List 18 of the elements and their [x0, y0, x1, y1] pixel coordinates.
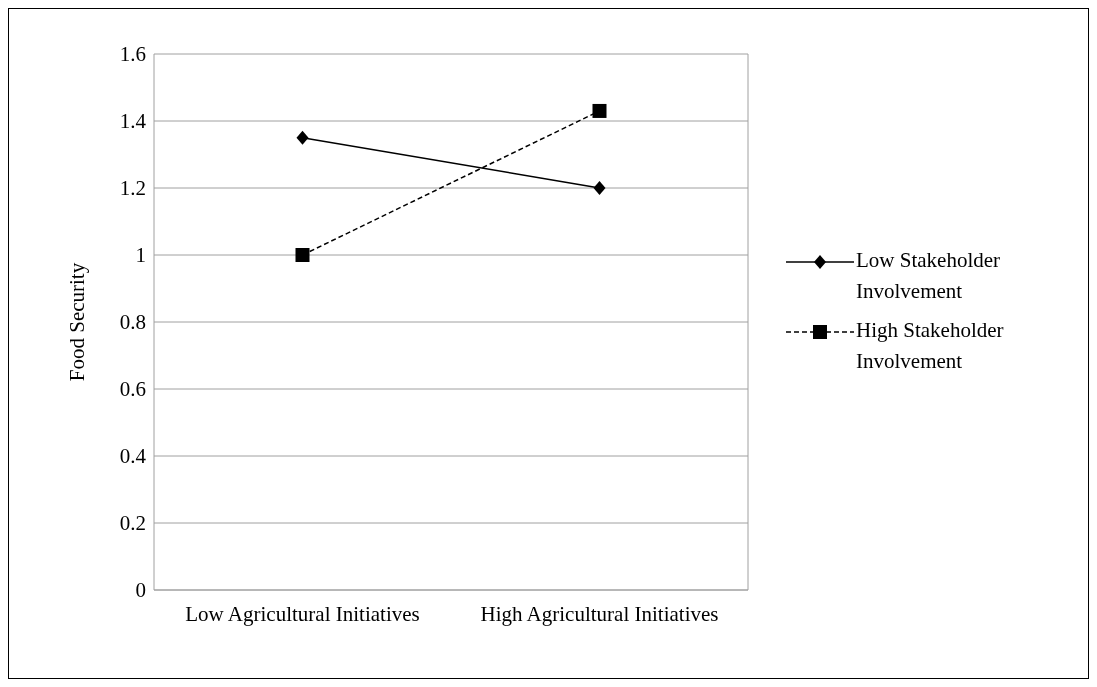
x-tick-label: High Agricultural Initiatives: [480, 601, 719, 626]
y-tick-label: 1.6: [119, 42, 146, 67]
point: [592, 103, 607, 118]
y-tick-label: 1: [135, 243, 146, 268]
y-tick-label: 0: [135, 578, 146, 603]
y-axis-title: Food Security: [65, 262, 90, 382]
y-tick-label: 0.6: [119, 377, 146, 402]
point: [295, 248, 310, 262]
y-tick-label: 0.4: [119, 444, 147, 469]
x-tick-label: Low Agricultural Initiatives: [185, 601, 420, 626]
y-tick-label: 1.2: [119, 176, 146, 201]
y-tick-label: 0.8: [119, 310, 146, 335]
y-tick-label: 0.2: [119, 511, 146, 536]
legend-label: High Stakeholder Involvement: [856, 317, 1005, 375]
point: [296, 130, 309, 145]
y-tick-label: 1.4: [119, 109, 147, 134]
point: [593, 181, 606, 195]
legend-label: Low Stakeholder Involvement: [856, 247, 1002, 305]
